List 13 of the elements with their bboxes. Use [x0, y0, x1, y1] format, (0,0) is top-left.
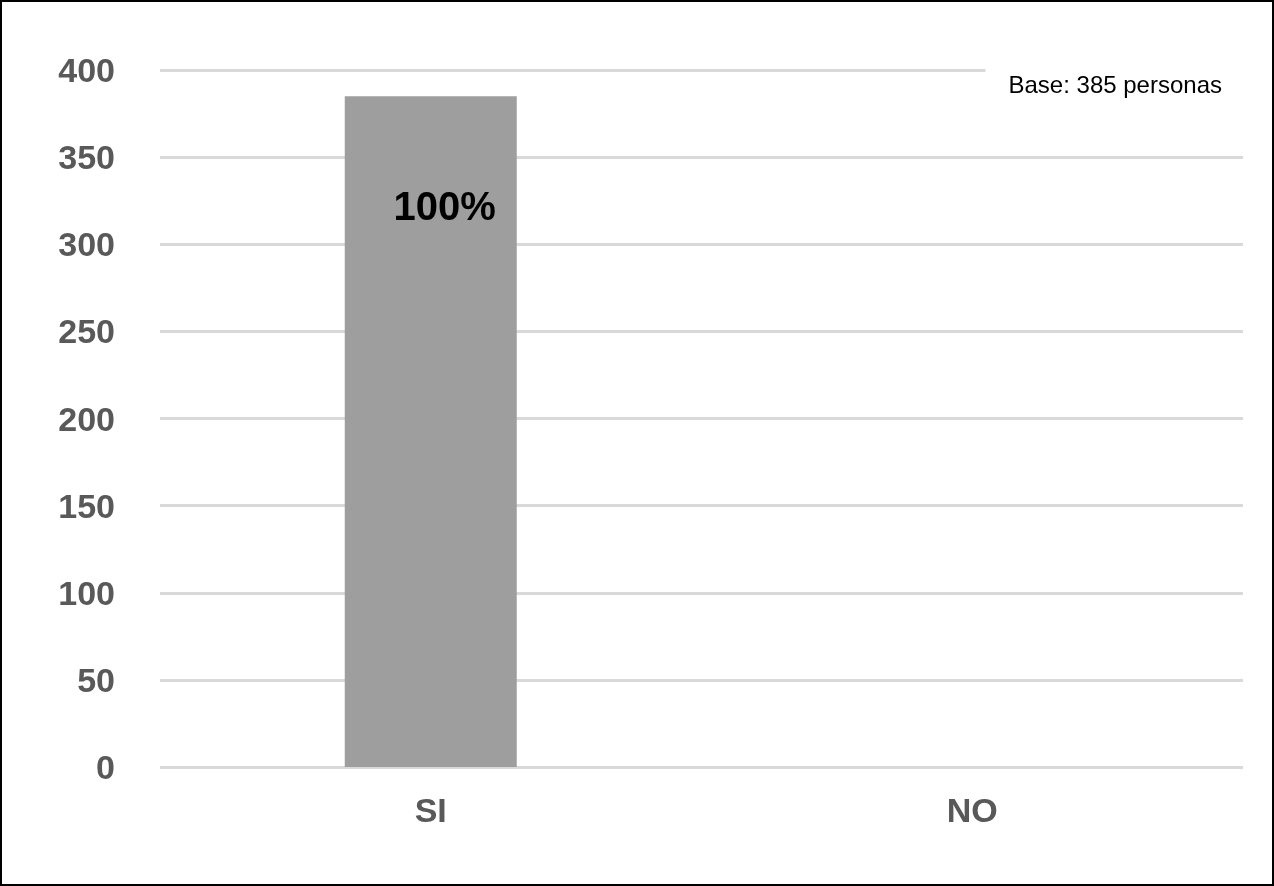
y-tick-label: 150: [58, 486, 115, 525]
y-tick-label: 0: [96, 748, 115, 786]
x-tick-label: SI: [414, 791, 447, 829]
y-tick-label: 300: [58, 225, 115, 264]
x-tick-label: NO: [946, 791, 998, 829]
y-tick-label: 100: [58, 573, 115, 612]
y-tick-label: 200: [58, 399, 115, 438]
annotation: Base: 385 personas: [1008, 70, 1222, 98]
annotation: 100%: [393, 184, 496, 229]
y-tick-label: 400: [58, 51, 115, 89]
y-tick-label: 350: [58, 138, 115, 177]
y-tick-label: 50: [77, 660, 115, 699]
y-tick-label: 250: [58, 312, 115, 351]
